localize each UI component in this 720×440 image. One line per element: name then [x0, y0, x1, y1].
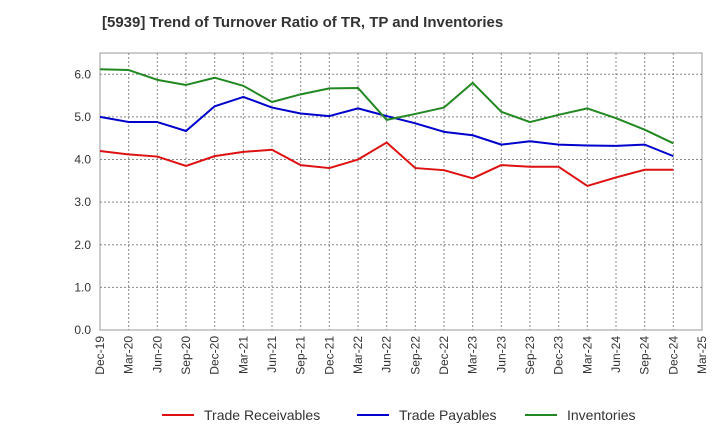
- legend-label: Trade Payables: [399, 407, 497, 423]
- x-tick-label: Dec-23: [552, 336, 566, 375]
- x-tick-label: Dec-19: [93, 336, 107, 375]
- chart-title: [5939] Trend of Turnover Ratio of TR, TP…: [102, 14, 504, 31]
- x-tick-label: Dec-20: [208, 336, 222, 375]
- y-tick-label: 6.0: [74, 67, 91, 81]
- y-tick-label: 1.0: [74, 280, 91, 294]
- legend-label: Trade Receivables: [204, 407, 320, 423]
- series-line-2: [99, 95, 674, 158]
- x-tick-label: Dec-22: [437, 336, 451, 375]
- x-tick-label: Sep-20: [179, 336, 193, 375]
- x-tick-label: Mar-21: [236, 336, 250, 374]
- x-tick-label: Dec-21: [322, 336, 336, 375]
- x-tick-label: Sep-22: [408, 336, 422, 375]
- series-line-3: [99, 68, 674, 145]
- x-tick-label: Jun-20: [150, 336, 164, 373]
- x-tick-label: Mar-20: [122, 336, 136, 374]
- y-axis: 0.0 1.0 2.0 3.0 4.0 5.0 6.0: [74, 67, 91, 337]
- legend: Trade Receivables Trade Payables Inventori…: [162, 407, 635, 423]
- series-lines: [99, 68, 674, 187]
- x-tick-label: Mar-22: [351, 336, 365, 374]
- x-tick-label: Jun-22: [380, 336, 394, 373]
- plot-area: [99, 52, 703, 331]
- x-tick-label: Mar-25: [695, 336, 709, 374]
- y-tick-label: 2.0: [74, 238, 91, 252]
- x-tick-label: Jun-21: [265, 336, 279, 373]
- y-tick-label: 4.0: [74, 153, 91, 167]
- x-tick-label: Mar-23: [466, 336, 480, 374]
- x-tick-label: Mar-24: [580, 336, 594, 374]
- x-tick-label: Dec-24: [666, 336, 680, 375]
- series-line-1: [99, 141, 674, 187]
- x-axis: Dec-19 Mar-20 Jun-20 Sep-20 Dec-20 Mar-21 Jun-…: [93, 336, 709, 375]
- x-tick-label: Sep-24: [638, 336, 652, 375]
- x-tick-label: Jun-24: [609, 336, 623, 373]
- y-tick-label: 5.0: [74, 110, 91, 124]
- x-tick-label: Sep-23: [523, 336, 537, 375]
- y-tick-label: 0.0: [74, 323, 91, 337]
- x-tick-label: Jun-23: [494, 336, 508, 373]
- legend-label: Inventories: [567, 407, 635, 423]
- y-tick-label: 3.0: [74, 195, 91, 209]
- x-tick-label: Sep-21: [294, 336, 308, 375]
